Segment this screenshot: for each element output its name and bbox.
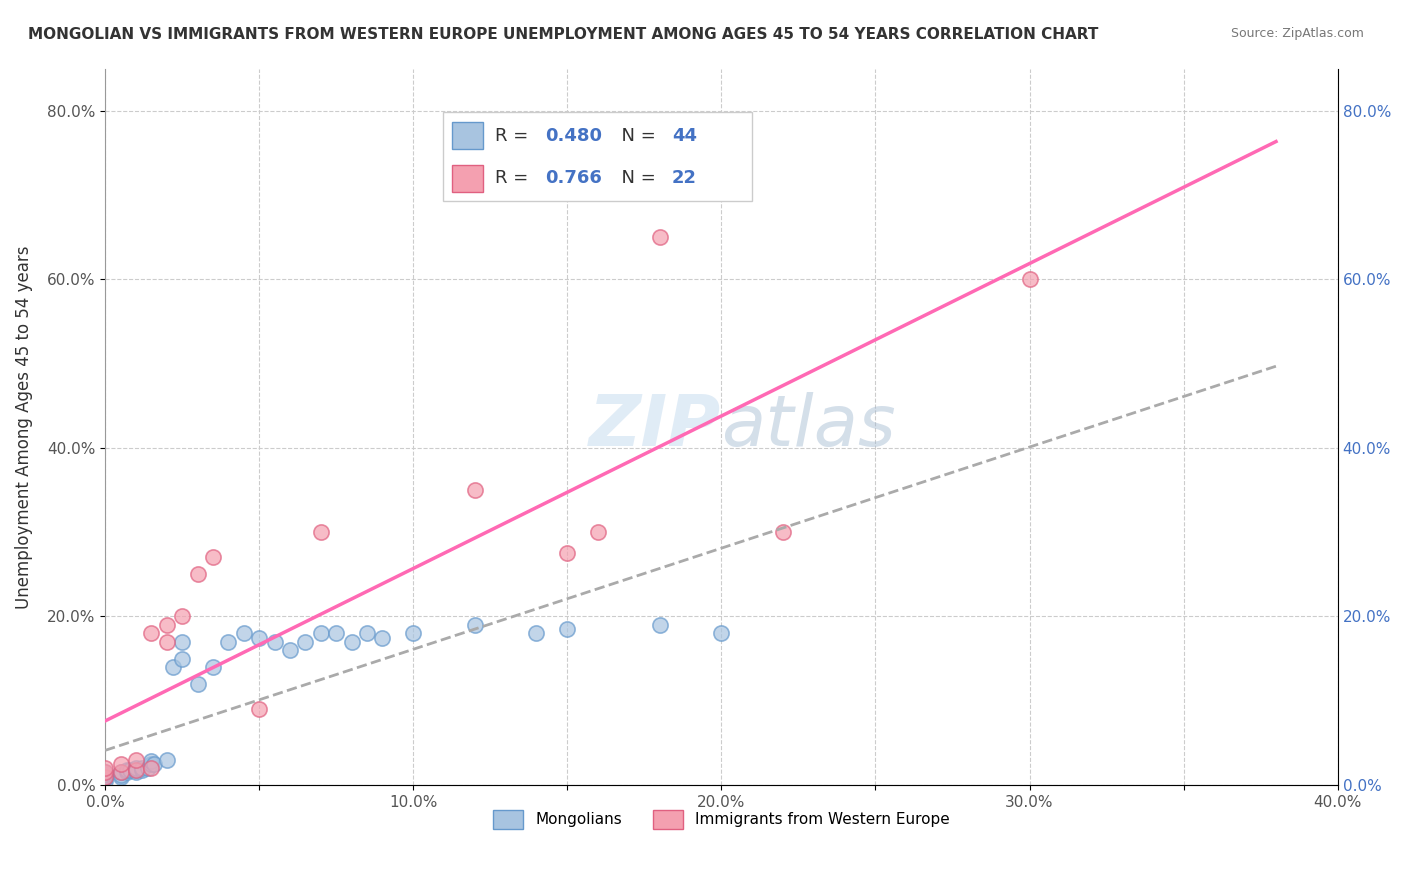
Point [586, 525, 609, 540]
Point [141, 757, 163, 772]
Text: 44: 44 [672, 127, 697, 145]
Text: R =: R = [495, 127, 534, 145]
Point [118, 763, 141, 777]
Point [555, 546, 578, 560]
FancyBboxPatch shape [443, 112, 752, 201]
Point [356, 626, 378, 640]
Point [172, 651, 194, 665]
Point [125, 763, 148, 777]
Point [110, 765, 132, 780]
Point [464, 618, 486, 632]
Point [125, 764, 148, 779]
Point [94, 765, 117, 780]
Point [772, 525, 794, 540]
Point [187, 677, 209, 691]
Point [710, 626, 733, 640]
Point [201, 660, 224, 674]
Bar [453, 165, 484, 192]
Point [115, 763, 138, 777]
Text: MONGOLIAN VS IMMIGRANTS FROM WESTERN EUROPE UNEMPLOYMENT AMONG AGES 45 TO 54 YEA: MONGOLIAN VS IMMIGRANTS FROM WESTERN EUR… [28, 27, 1098, 42]
Point [309, 626, 332, 640]
Point [110, 770, 132, 784]
Text: ZIP: ZIP [589, 392, 721, 461]
Point [340, 634, 363, 648]
Point [94, 768, 117, 782]
Point [156, 753, 179, 767]
Bar [453, 122, 484, 149]
Point [143, 757, 166, 772]
Point [131, 763, 153, 777]
Point [217, 634, 239, 648]
Point [187, 567, 209, 582]
Text: N =: N = [610, 169, 661, 187]
Text: atlas: atlas [721, 392, 896, 461]
Point [172, 609, 194, 624]
Point [247, 702, 270, 716]
Point [110, 757, 132, 772]
Point [94, 772, 117, 786]
Text: N =: N = [610, 127, 661, 145]
Point [110, 768, 132, 782]
Point [201, 550, 224, 565]
Point [648, 618, 671, 632]
Point [325, 626, 347, 640]
Point [141, 755, 163, 769]
Point [464, 483, 486, 497]
Text: R =: R = [495, 169, 534, 187]
Point [263, 634, 285, 648]
Point [110, 765, 132, 780]
Point [162, 660, 184, 674]
Text: 0.480: 0.480 [546, 127, 602, 145]
Point [309, 525, 332, 540]
Point [294, 634, 316, 648]
Point [94, 770, 117, 784]
Point [125, 761, 148, 775]
Point [648, 230, 671, 244]
Point [125, 763, 148, 777]
Point [125, 753, 148, 767]
Point [115, 765, 138, 780]
Point [94, 767, 117, 781]
Point [526, 626, 548, 640]
Point [141, 761, 163, 775]
Point [172, 634, 194, 648]
Legend: Mongolians, Immigrants from Western Europe: Mongolians, Immigrants from Western Euro… [486, 804, 956, 835]
Point [371, 631, 394, 645]
Text: 22: 22 [672, 169, 697, 187]
Point [232, 626, 254, 640]
Point [247, 631, 270, 645]
Text: Source: ZipAtlas.com: Source: ZipAtlas.com [1230, 27, 1364, 40]
Point [555, 622, 578, 636]
Point [94, 773, 117, 788]
Point [94, 770, 117, 784]
Point [156, 634, 179, 648]
Point [402, 626, 425, 640]
Point [141, 626, 163, 640]
Y-axis label: Unemployment Among Ages 45 to 54 years: Unemployment Among Ages 45 to 54 years [15, 245, 32, 608]
Point [1018, 272, 1040, 286]
Text: 0.766: 0.766 [546, 169, 602, 187]
Point [94, 765, 117, 780]
Point [94, 761, 117, 775]
Point [136, 761, 159, 775]
Point [131, 761, 153, 775]
Point [156, 618, 179, 632]
Point [278, 643, 301, 657]
